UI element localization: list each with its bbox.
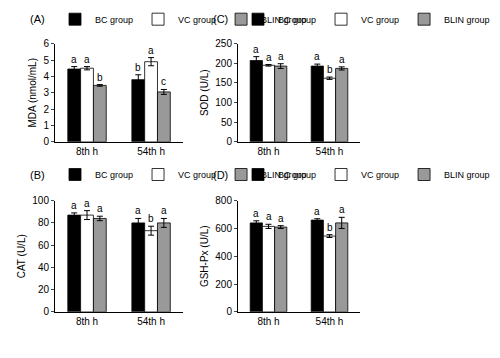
- svg-text:600: 600: [215, 223, 232, 234]
- svg-text:a: a: [314, 51, 320, 62]
- svg-text:CAT (U/L): CAT (U/L): [16, 234, 27, 278]
- svg-text:SOD (U/L): SOD (U/L): [199, 69, 210, 116]
- svg-text:54th h: 54th h: [137, 316, 165, 327]
- svg-text:a: a: [148, 45, 154, 56]
- svg-text:a: a: [278, 51, 284, 62]
- svg-text:800: 800: [215, 195, 232, 206]
- svg-text:VC group: VC group: [361, 15, 399, 25]
- svg-text:4: 4: [43, 71, 49, 82]
- svg-text:5: 5: [43, 55, 49, 66]
- svg-text:a: a: [84, 54, 90, 65]
- svg-text:400: 400: [215, 251, 232, 262]
- svg-text:a: a: [161, 205, 167, 216]
- svg-text:150: 150: [215, 77, 232, 88]
- svg-text:a: a: [314, 206, 320, 217]
- svg-text:80: 80: [38, 217, 50, 228]
- svg-text:200: 200: [215, 58, 232, 69]
- svg-text:a: a: [84, 198, 90, 209]
- svg-text:0: 0: [43, 306, 49, 317]
- svg-text:BLIN group: BLIN group: [444, 15, 490, 25]
- svg-text:54th h: 54th h: [316, 146, 344, 157]
- svg-text:54th h: 54th h: [316, 316, 344, 327]
- svg-text:200: 200: [215, 279, 232, 290]
- svg-text:b: b: [135, 62, 141, 73]
- svg-text:MDA (nmol/mL): MDA (nmol/mL): [27, 58, 38, 127]
- svg-text:40: 40: [38, 262, 50, 273]
- svg-text:BC group: BC group: [95, 170, 133, 180]
- svg-text:VC group: VC group: [178, 170, 216, 180]
- svg-text:100: 100: [32, 195, 49, 206]
- svg-text:8th h: 8th h: [76, 146, 98, 157]
- svg-text:2: 2: [43, 104, 49, 115]
- svg-text:8th h: 8th h: [257, 146, 279, 157]
- svg-text:(D): (D): [213, 169, 228, 181]
- svg-text:a: a: [71, 54, 77, 65]
- svg-text:a: a: [339, 54, 345, 65]
- svg-text:b: b: [148, 213, 154, 224]
- svg-text:a: a: [97, 203, 103, 214]
- svg-text:c: c: [161, 76, 166, 87]
- svg-text:0: 0: [43, 136, 49, 147]
- svg-text:a: a: [339, 204, 345, 215]
- svg-text:a: a: [266, 211, 272, 222]
- svg-text:BLIN group: BLIN group: [444, 170, 490, 180]
- svg-text:(C): (C): [213, 13, 228, 25]
- svg-text:b: b: [97, 72, 103, 83]
- svg-text:VC group: VC group: [178, 15, 216, 25]
- svg-text:8th h: 8th h: [257, 316, 279, 327]
- svg-text:100: 100: [215, 97, 232, 108]
- svg-text:a: a: [253, 44, 259, 55]
- svg-text:a: a: [266, 52, 272, 63]
- svg-text:GSH-Px (U/L): GSH-Px (U/L): [199, 225, 210, 287]
- svg-text:a: a: [278, 213, 284, 224]
- svg-text:54th h: 54th h: [137, 146, 165, 157]
- svg-text:3: 3: [43, 87, 49, 98]
- svg-text:b: b: [327, 222, 333, 233]
- svg-text:20: 20: [38, 284, 50, 295]
- svg-text:1: 1: [43, 120, 49, 131]
- svg-text:(A): (A): [30, 13, 45, 25]
- svg-text:(B): (B): [30, 169, 45, 181]
- svg-text:BC group: BC group: [278, 15, 316, 25]
- svg-text:60: 60: [38, 240, 50, 251]
- svg-text:VC group: VC group: [361, 170, 399, 180]
- svg-text:6: 6: [43, 38, 49, 49]
- svg-text:b: b: [327, 64, 333, 75]
- svg-text:a: a: [253, 208, 259, 219]
- svg-text:250: 250: [215, 38, 232, 49]
- svg-text:0: 0: [226, 306, 232, 317]
- svg-text:a: a: [71, 200, 77, 211]
- svg-text:50: 50: [221, 117, 233, 128]
- svg-text:BC group: BC group: [95, 15, 133, 25]
- svg-text:0: 0: [226, 136, 232, 147]
- svg-text:a: a: [135, 205, 141, 216]
- svg-text:BC group: BC group: [278, 170, 316, 180]
- svg-text:8th h: 8th h: [76, 316, 98, 327]
